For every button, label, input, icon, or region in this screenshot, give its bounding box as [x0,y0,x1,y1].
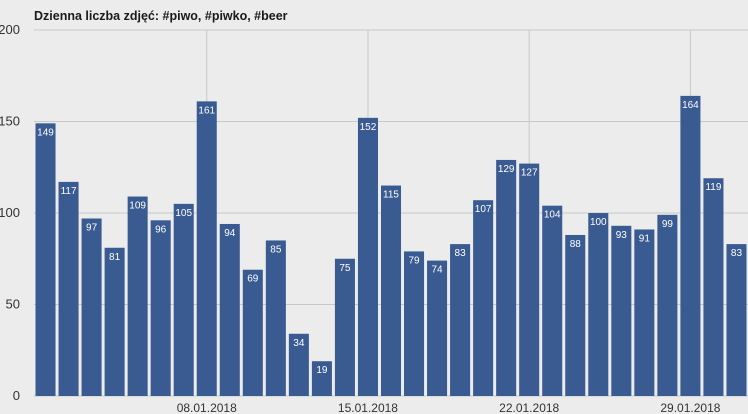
bar-value-label: 94 [224,228,236,239]
bar-value-label: 109 [129,201,146,212]
bar [657,214,678,396]
bar [611,225,632,396]
bar-value-label: 69 [247,274,259,285]
x-tick-label: 22.01.2018 [499,401,559,414]
bar-value-label: 93 [616,230,628,241]
bar-value-label: 164 [682,100,699,111]
bar [404,251,425,396]
y-tick-label: 100 [0,205,20,220]
bar [311,361,332,396]
bar [680,95,701,396]
bar-value-label: 83 [731,248,743,259]
y-tick-label: 0 [13,388,20,403]
bar-value-label: 105 [175,208,192,219]
bar-value-label: 104 [544,210,561,221]
bar-value-label: 107 [475,204,492,215]
bar-value-label: 117 [61,186,77,197]
bar [35,123,56,396]
bar [219,223,240,396]
bar-value-label: 74 [432,265,444,276]
bar [634,229,655,396]
bar-value-label: 75 [339,263,351,274]
x-tick-label: 29.01.2018 [660,401,720,414]
bar-value-label: 34 [293,338,305,349]
bar-value-label: 129 [498,164,515,175]
bar-value-label: 85 [270,244,282,255]
bar-value-label: 79 [408,255,420,266]
bar [519,163,540,396]
bar-value-label: 119 [705,182,721,193]
y-tick-label: 200 [0,22,20,37]
bar-value-label: 100 [590,217,607,228]
bar [81,218,102,396]
bar [173,203,194,396]
bar [334,258,355,396]
bar-value-label: 96 [155,224,167,235]
bar-value-label: 83 [455,248,467,259]
bar [542,205,563,396]
bar [703,178,724,396]
bar [265,240,286,396]
x-tick-label: 15.01.2018 [338,401,398,414]
bar [242,269,263,396]
bar [58,181,79,396]
chart-title: Dzienna liczba zdjęć: #piwo, #piwko, #be… [34,9,288,23]
bar [196,101,217,397]
bar [288,333,309,396]
bar [473,200,494,396]
bar [450,244,471,396]
bar [357,117,378,396]
bar [150,220,171,396]
y-tick-label: 150 [0,114,20,129]
y-tick-label: 50 [6,297,20,312]
bar-value-label: 161 [198,105,215,116]
bar [565,234,586,396]
bar-value-label: 99 [662,219,674,230]
bar [127,196,148,396]
bar [726,244,747,396]
bar [496,159,517,396]
x-tick-label: 08.01.2018 [177,401,237,414]
bar-value-label: 127 [521,168,538,179]
bar-value-label: 115 [383,190,399,201]
bar [588,213,609,396]
bar [427,260,448,396]
bar-value-label: 149 [37,127,54,138]
bar-value-label: 19 [316,365,328,376]
bar-value-label: 81 [109,252,121,263]
bar [380,185,402,396]
bar [104,247,125,396]
bar-value-label: 88 [570,239,582,250]
bar-value-label: 97 [86,222,98,233]
bar-value-label: 91 [639,233,651,244]
bar-value-label: 152 [360,122,377,133]
